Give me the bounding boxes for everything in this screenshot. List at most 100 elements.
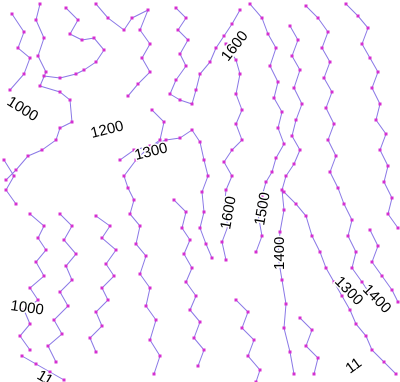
contour-vertex: [376, 70, 380, 74]
contour-vertex: [104, 262, 108, 266]
contour-vertex: [350, 218, 354, 222]
contour-vertex: [16, 46, 20, 50]
contour-vertex: [188, 308, 192, 312]
contour-vertex: [380, 274, 384, 278]
contour-vertex: [378, 102, 382, 106]
contour-vertex: [284, 174, 288, 178]
contour-line: [43, 7, 105, 79]
contour-vertex: [290, 134, 294, 138]
contour-vertex: [272, 96, 276, 100]
contour-vertex: [280, 278, 284, 282]
contour-vertex: [336, 186, 340, 190]
contour-vertex: [94, 350, 98, 354]
contour-vertex: [62, 238, 66, 242]
contour-vertex: [74, 72, 78, 76]
contour-vertex: [28, 348, 32, 352]
contour-label-1000-upper: 1000: [4, 93, 41, 125]
contour-vertex: [126, 186, 130, 190]
contour-vertex: [178, 98, 182, 102]
contour-vertex: [290, 54, 294, 58]
contour-vertex: [304, 344, 308, 348]
contour-vertex: [28, 212, 32, 216]
contour-vertex: [54, 360, 58, 364]
contour-vertex: [234, 92, 238, 96]
contour-vertex: [276, 80, 280, 84]
contour-label-1400-center: 1400: [271, 237, 288, 270]
contour-vertex: [260, 16, 264, 20]
contour-vertex: [52, 318, 56, 322]
contour-vertex: [274, 46, 278, 50]
contour-vertex: [34, 18, 38, 22]
contour-vertex: [298, 148, 302, 152]
contour-vertex: [312, 372, 316, 376]
contour-vertex: [368, 292, 372, 296]
contour-vertex: [310, 234, 314, 238]
contour-vertex: [348, 308, 352, 312]
contour-vertex: [42, 274, 46, 278]
contour-vertex: [40, 148, 44, 152]
contour-vertex: [192, 336, 196, 340]
contour-vertex: [382, 360, 386, 364]
contour-line: [173, 199, 205, 367]
contour-vertex: [58, 76, 62, 80]
contour-labels: 1600 1000 1200 1300 1600 1500 1400 1000 …: [2, 26, 396, 382]
contour-label-1600-top: 1600: [218, 28, 252, 65]
contour-vertex: [258, 368, 262, 372]
contour-vertex: [324, 266, 328, 270]
contour-vertex: [42, 36, 46, 40]
contour-vertex: [114, 248, 118, 252]
contour-vertex: [238, 72, 242, 76]
contour-vertex: [340, 294, 344, 298]
contour-vertex: [280, 110, 284, 114]
contour-vertex: [360, 42, 364, 46]
contour-vertex: [280, 188, 284, 192]
contour-vertex: [324, 106, 328, 110]
contour-vertex: [246, 310, 250, 314]
contour-vertex: [144, 254, 148, 258]
contour-vertex: [74, 252, 78, 256]
contour-vertex: [254, 380, 258, 382]
contour-vertex: [370, 86, 374, 90]
contour-vertex: [378, 148, 382, 152]
contour-vertex: [316, 356, 320, 360]
contour-vertex: [106, 298, 110, 302]
contour-vertex: [94, 214, 98, 218]
contour-vertex: [390, 196, 394, 200]
contour-vertex: [310, 328, 314, 332]
contour-vertex: [184, 16, 188, 20]
contour-vertex: [14, 168, 18, 172]
contour-vertex: [204, 242, 208, 246]
contour-vertex: [144, 148, 148, 152]
contour-vertex: [206, 174, 210, 178]
contour-vertex: [274, 156, 278, 160]
contour-vertex: [132, 198, 136, 202]
contour-vertex: [256, 212, 260, 216]
contour-vertex: [394, 372, 398, 376]
contour-vertex: [26, 154, 30, 158]
contour-vertex: [344, 2, 348, 6]
contour-vertex: [368, 56, 372, 60]
contour-vertex: [298, 68, 302, 72]
contour-vertex: [100, 286, 104, 290]
contour-vertex: [330, 90, 334, 94]
contour-vertex: [122, 174, 126, 178]
contour-vertex: [42, 224, 46, 228]
contour-vertex: [168, 92, 172, 96]
contour-vertex: [134, 242, 138, 246]
contour-vertex: [396, 226, 400, 230]
contour-vertex: [298, 316, 302, 320]
contour-vertex: [148, 338, 152, 342]
contour-vertex: [112, 274, 116, 278]
contour-vertex: [354, 250, 358, 254]
contour-vertex: [140, 56, 144, 60]
contour-vertex: [162, 120, 166, 124]
contour-vertex: [260, 234, 264, 238]
contour-vertex: [128, 212, 132, 216]
contour-vertex: [172, 198, 176, 202]
contour-vertex: [226, 224, 230, 228]
contour-vertex: [334, 154, 338, 158]
contour-vertex: [198, 72, 202, 76]
contour-vertex: [58, 212, 62, 216]
contour-vertex: [134, 158, 138, 162]
contour-vertex: [278, 230, 282, 234]
